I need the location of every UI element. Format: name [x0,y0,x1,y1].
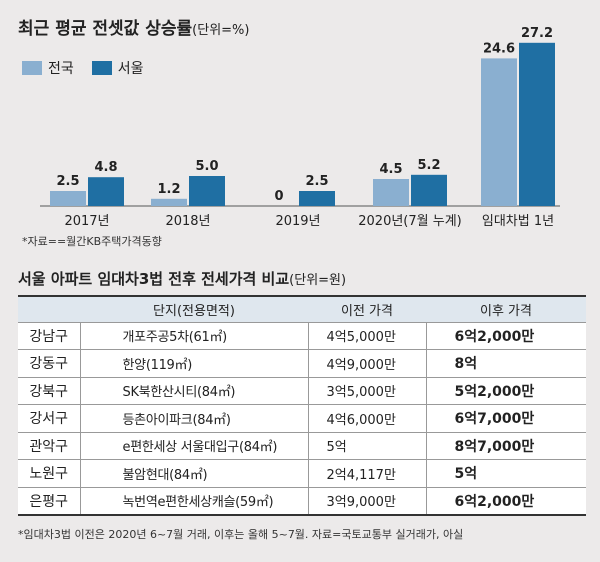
table-title: 서울 아파트 임대차3법 전후 전세가격 비교(단위=원) [18,268,346,289]
table-title-text: 서울 아파트 임대차3법 전후 전세가격 비교 [18,270,290,288]
cell-district: 은평구 [18,487,81,516]
cell-after-price: 6억2,000만 [426,487,586,516]
cell-complex: 한양(119㎡) [80,349,309,378]
cell-complex: 개포주공5차(61㎡) [80,322,309,350]
bar-national-0 [50,191,86,206]
table-row: 강남구 개포주공5차(61㎡) 4억5,000만 6억2,000만 [18,322,586,350]
cell-before-price: 4억6,000만 [308,404,427,433]
price-comparison-table: 단지(전용면적) 이전 가격 이후 가격 강남구 개포주공5차(61㎡) 4억5… [18,295,586,516]
cell-before-price: 3억9,000만 [308,487,427,516]
bar-seoul-2 [299,191,335,206]
cell-after-price: 8억7,000만 [426,432,586,460]
cell-after-price: 6억2,000만 [426,322,586,350]
chart-source: *자료==월간KB주택가격동향 [22,235,162,248]
table-unit: (단위=원) [289,273,347,288]
cell-complex: 등촌아이파크(84㎡) [80,404,309,433]
cell-after-price: 5억2,000만 [426,377,586,405]
cell-before-price: 4억9,000만 [308,349,427,378]
bar-seoul-3 [411,174,447,206]
cell-after-price: 5억 [426,459,586,488]
bar-seoul-1 [189,176,225,206]
cell-district: 강남구 [18,322,81,350]
bar-value-label: 4.8 [94,160,117,175]
table-row: 은평구 녹번역e편한세상캐슬(59㎡) 3억9,000만 6억2,000만 [18,487,586,516]
bar-value-label: 0 [274,189,283,204]
table-row: 노원구 불암현대(84㎡) 2억4,117만 5억 [18,459,586,488]
bar-national-3 [373,179,409,206]
legend-label-national: 전국 [48,61,74,77]
cell-before-price: 5억 [308,432,427,460]
cell-before-price: 3억5,000만 [308,377,427,405]
bar-seoul-0 [88,177,124,206]
legend-label-seoul: 서울 [117,61,144,77]
table-header-row: 단지(전용면적) 이전 가격 이후 가격 [18,295,586,323]
table-row: 강서구 등촌아이파크(84㎡) 4억6,000만 6억7,000만 [18,404,586,433]
table-row: 강동구 한양(119㎡) 4억9,000만 8억 [18,349,586,378]
chart-title: 최근 평균 전셋값 상승률(단위=%) [18,14,249,39]
category-label: 2017년 [64,214,109,229]
cell-district: 강북구 [18,377,81,405]
bar-value-label: 1.2 [157,182,180,197]
category-label: 2020년(7월 누계) [358,214,461,229]
header-complex: 단지(전용면적) [80,295,308,323]
bar-value-label: 24.6 [483,41,515,56]
footnote: *임대차3법 이전은 2020년 6~7월 거래, 이후는 올해 5~7월. 자… [18,528,464,541]
chart-legend: 전국 서울 [22,58,144,78]
bar-value-label: 5.0 [195,159,218,174]
legend-swatch-national [22,61,42,75]
category-label: 2018년 [165,214,210,229]
bar-seoul-4 [519,42,555,206]
bar-chart: 2.5 4.8 2017년 1.2 5.0 2018년 0 2.5 2019년 4.5 5.2 202… [40,26,560,229]
bar-value-label: 2.5 [56,174,79,189]
cell-district: 노원구 [18,459,81,488]
legend-item-national: 전국 [22,58,74,78]
category-label: 임대차법 1년 [482,214,554,229]
cell-before-price: 4억5,000만 [308,322,427,350]
cell-district: 관악구 [18,432,81,460]
cell-complex: e편한세상 서울대입구(84㎡) [80,432,309,460]
bar-value-label: 2.5 [305,174,328,189]
cell-complex: SK북한산시티(84㎡) [80,377,309,405]
cell-before-price: 2억4,117만 [308,459,427,488]
header-district [18,295,80,323]
header-after: 이후 가격 [426,295,586,323]
bar-national-1 [151,198,187,206]
chart-unit: (단위=%) [192,23,250,38]
cell-district: 강동구 [18,349,81,378]
cell-after-price: 8억 [426,349,586,378]
category-label: 2019년 [275,214,320,229]
cell-complex: 녹번역e편한세상캐슬(59㎡) [80,487,309,516]
chart-title-text: 최근 평균 전셋값 상승률 [18,19,193,39]
header-before: 이전 가격 [308,295,426,323]
cell-after-price: 6억7,000만 [426,404,586,433]
bar-value-label: 27.2 [521,26,553,41]
table-row: 강북구 SK북한산시티(84㎡) 3억5,000만 5억2,000만 [18,377,586,405]
bar-value-label: 5.2 [417,158,440,173]
cell-district: 강서구 [18,404,81,433]
table-row: 관악구 e편한세상 서울대입구(84㎡) 5억 8억7,000만 [18,432,586,460]
cell-complex: 불암현대(84㎡) [80,459,309,488]
bar-value-label: 4.5 [379,162,402,177]
bar-national-4 [481,58,517,207]
legend-swatch-seoul [91,61,112,75]
legend-item-seoul: 서울 [91,58,144,78]
